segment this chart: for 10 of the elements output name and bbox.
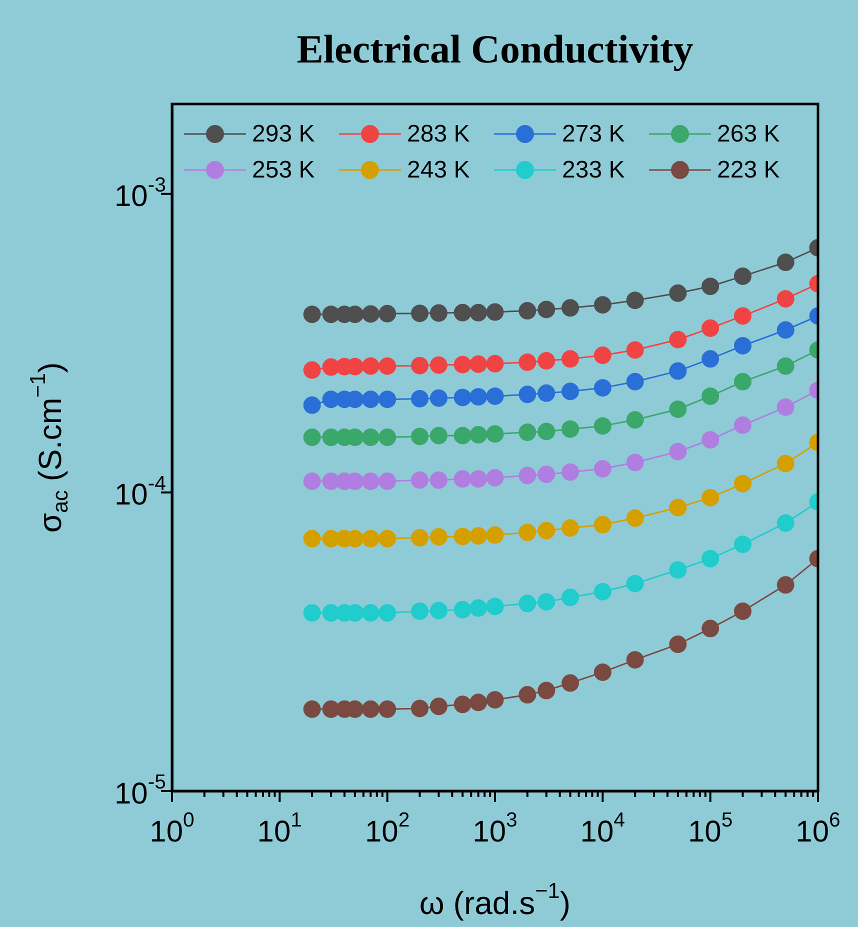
legend-label: 233 K <box>562 156 625 184</box>
legend-label: 253 K <box>252 156 315 184</box>
y-axis-title: σac (S.cm−1) <box>25 362 73 533</box>
chart-title: Electrical Conductivity <box>296 26 694 72</box>
legend-label: 263 K <box>717 120 780 148</box>
legend-label: 273 K <box>562 120 625 148</box>
legend-label: 223 K <box>717 156 780 184</box>
legend-label: 293 K <box>252 120 315 148</box>
legend-label: 283 K <box>407 120 470 148</box>
legend-label: 243 K <box>407 156 470 184</box>
